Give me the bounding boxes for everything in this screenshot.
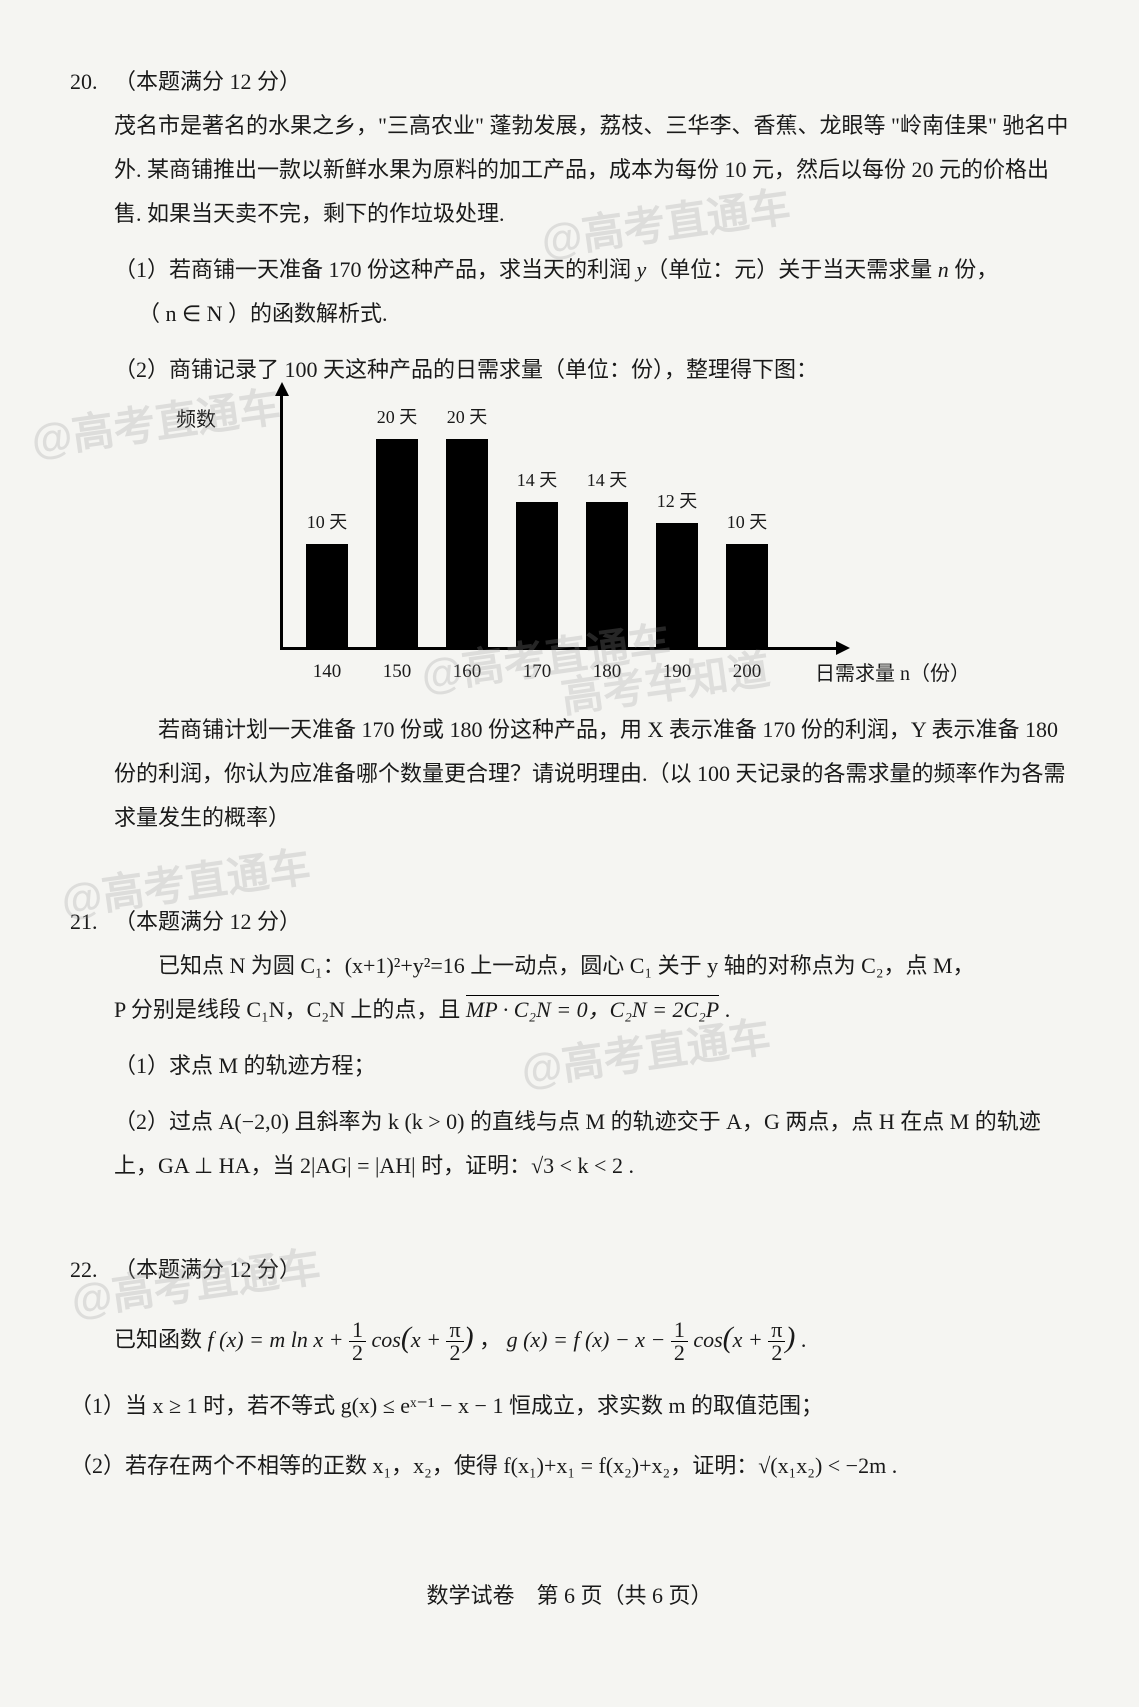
bar-value-label: 20 天 [447,399,488,435]
sub-question-1: （1）当 x ≥ 1 时，若不等式 g(x) ≤ eˣ⁻¹ − x − 1 恒成… [70,1384,1069,1428]
sub-question-1: （1）若商铺一天准备 170 份这种产品，求当天的利润 y（单位：元）关于当天需… [114,248,1069,336]
bar [656,523,698,649]
text: ， [479,1327,501,1352]
sub-question-2: （2）商铺记录了 100 天这种产品的日需求量（单位：份），整理得下图： [114,348,1069,392]
problem-score: （本题满分 12 分） [114,60,301,104]
bar-column: 12 天 [655,483,699,649]
x-tick-label: 200 [725,653,769,691]
bar-value-label: 14 天 [517,462,558,498]
sub-question-1: （1）求点 M 的轨迹方程； [114,1044,1069,1088]
x-tick-label: 170 [515,653,559,691]
bar [726,544,768,649]
text: . [801,1327,807,1352]
bar-value-label: 14 天 [587,462,628,498]
text: 已知函数 [114,1327,208,1352]
x-tick-label: 180 [585,653,629,691]
bar-value-label: 12 天 [657,483,698,519]
text: P 分别是线段 C₁N，C₂N 上的点，且 [114,997,466,1022]
bar [446,439,488,649]
text: （1）若商铺一天准备 170 份这种产品，求当天的利润 [114,257,637,282]
function-f: f (x) = m ln x + 12 cos(x + π2) [208,1327,474,1352]
text: 若商铺计划一天准备 170 份或 180 份这种产品，用 X 表示准备 170 … [114,708,1069,840]
x-tick-label: 150 [375,653,419,691]
problem-text: 已知点 N 为圆 C₁：(x+1)²+y²=16 上一动点，圆心 C₁ 关于 y… [114,944,1069,1032]
bar [586,502,628,649]
problem-score: （本题满分 12 分） [114,1248,301,1292]
bar-column: 14 天 [585,462,629,649]
problem-number: 22. [70,1248,114,1292]
x-axis-label: 日需求量 n（份） [815,654,970,694]
problem-22: 22. （本题满分 12 分） 已知函数 f (x) = m ln x + 12… [70,1248,1069,1488]
bar-column: 20 天 [445,399,489,649]
function-g: g (x) = f (x) − x − 12 cos(x + π2) [507,1327,796,1352]
arrow-up-icon [275,382,289,396]
problem-score: （本题满分 12 分） [114,900,301,944]
bar-column: 14 天 [515,462,559,649]
problem-21: 21. （本题满分 12 分） 已知点 N 为圆 C₁：(x+1)²+y²=16… [70,900,1069,1188]
problem-number: 21. [70,900,114,944]
problem-text: 茂名市是著名的水果之乡，"三高农业" 蓬勃发展，荔枝、三华李、香蕉、龙眼等 "岭… [114,104,1069,236]
problem-number: 20. [70,60,114,104]
bar [306,544,348,649]
bar-value-label: 10 天 [307,504,348,540]
bar-value-label: 20 天 [377,399,418,435]
bar-chart: 频数 10 天20 天20 天14 天14 天12 天10 天 14015016… [220,410,880,690]
bar-column: 10 天 [305,504,349,649]
var-n: n [938,257,949,282]
y-axis [280,394,283,650]
bar [516,502,558,649]
x-tick-label: 160 [445,653,489,691]
x-ticks: 140 150 160 170 180 190 200 [305,653,769,691]
bar-column: 10 天 [725,504,769,649]
sub-question-2: （2）若存在两个不相等的正数 x₁，x₂，使得 f(x₁)+x₁ = f(x₂)… [70,1444,1069,1488]
x-tick-label: 190 [655,653,699,691]
problem-text-after-chart: 若商铺计划一天准备 170 份或 180 份这种产品，用 X 表示准备 170 … [114,708,1069,840]
problem-text: 已知函数 f (x) = m ln x + 12 cos(x + π2) ， g… [114,1308,1069,1368]
text: 份， [949,257,999,282]
bar-value-label: 10 天 [727,504,768,540]
text: 已知点 N 为圆 C₁：(x+1)²+y²=16 上一动点，圆心 C₁ 关于 y… [114,944,1069,988]
bar-column: 20 天 [375,399,419,649]
bars-container: 10 天20 天20 天14 天14 天12 天10 天 [305,410,880,649]
text: . [725,997,731,1022]
var-y: y [637,257,647,282]
text: （单位：元）关于当天需求量 [646,257,938,282]
sub-question-2: （2）过点 A(−2,0) 且斜率为 k (k > 0) 的直线与点 M 的轨迹… [114,1100,1069,1188]
y-axis-label: 频数 [176,400,216,440]
x-tick-label: 140 [305,653,349,691]
problem-20: 20. （本题满分 12 分） 茂名市是著名的水果之乡，"三高农业" 蓬勃发展，… [70,60,1069,840]
vector-expr: MP · C₂N = 0，C₂N = 2C₂P [466,995,719,1022]
bar [376,439,418,649]
text: （ n ∈ N ）的函数解析式. [138,292,1069,336]
page-footer: 数学试卷 第 6 页（共 6 页） [70,1578,1069,1610]
